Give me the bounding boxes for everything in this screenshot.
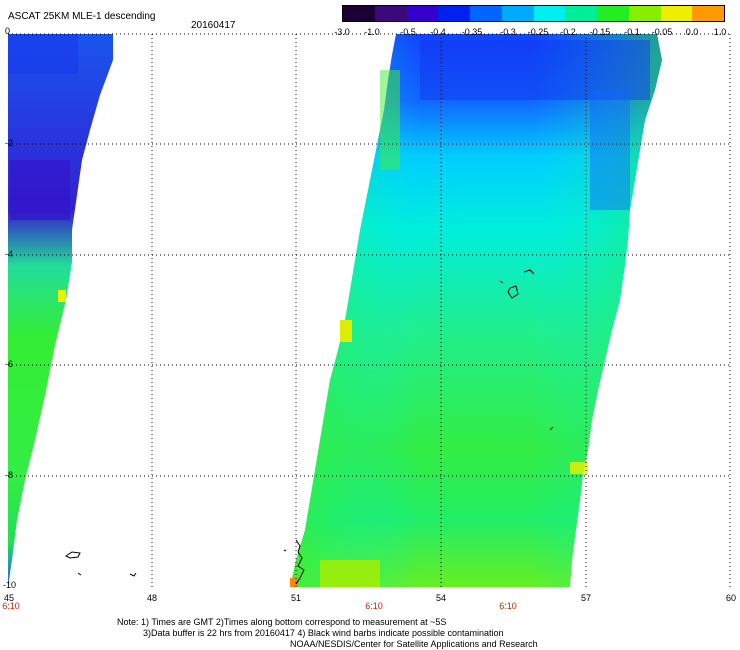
colorbar-label: -0.15 xyxy=(589,27,611,37)
colorbar-segment xyxy=(692,6,724,21)
colorbar-label: -0.5 xyxy=(400,27,416,37)
map-title: ASCAT 25KM MLE-1 descending xyxy=(8,11,156,22)
colorbar-segment xyxy=(597,6,629,21)
colorbar-segment xyxy=(470,6,502,21)
colorbar-label: -0.3 xyxy=(500,27,516,37)
map-date: 20160417 xyxy=(191,20,236,31)
colorbar-segment xyxy=(343,6,375,21)
colorbar-label: 1.0 xyxy=(713,27,727,37)
x-axis-label: 57 xyxy=(580,593,592,603)
x-axis-label: 45 xyxy=(3,593,15,603)
y-axis-label: -8 xyxy=(5,470,14,480)
colorbar-segment xyxy=(565,6,597,21)
colorbar-label: -0.2 xyxy=(560,27,576,37)
left-swath xyxy=(8,34,113,587)
colorbar-label: -3.0 xyxy=(334,27,350,37)
x-axis-label: 54 xyxy=(435,593,447,603)
colorbar-segment xyxy=(374,6,407,21)
y-axis-label: -2 xyxy=(5,138,14,148)
colorbar-label: -0.35 xyxy=(461,27,483,37)
x-axis-label: 48 xyxy=(146,593,158,603)
colorbar-label: -0.25 xyxy=(527,27,549,37)
footer-note-3: NOAA/NESDIS/Center for Satellite Applica… xyxy=(290,639,538,649)
footer-note-1: Note: 1) Times are GMT 2)Times along bot… xyxy=(117,617,447,627)
time-label: 6:10 xyxy=(365,601,383,611)
footer-note-2: 3)Data buffer is 22 hrs from 20160417 4)… xyxy=(143,628,504,638)
colorbar-label: -0.4 xyxy=(430,27,446,37)
time-label: 6:10 xyxy=(2,601,20,611)
coastlines xyxy=(65,269,554,585)
y-axis-label: -6 xyxy=(5,359,14,369)
colorbar-label: -0.1 xyxy=(624,27,640,37)
colorbar-segment xyxy=(406,6,439,21)
colorbar-segment xyxy=(628,6,661,21)
right-swath xyxy=(290,34,662,587)
colorbar-label: -0.05 xyxy=(651,27,673,37)
colorbar-label: -1.0 xyxy=(364,27,380,37)
colorbar-label: 0.0 xyxy=(685,27,699,37)
colorbar-segment xyxy=(533,6,566,21)
x-axis-label: 51 xyxy=(290,593,302,603)
colorbar-segment xyxy=(438,6,470,21)
colorbar-segment xyxy=(501,6,534,21)
time-label: 6:10 xyxy=(499,601,517,611)
colorbar-segment xyxy=(660,6,693,21)
grid-lines xyxy=(8,33,731,587)
x-axis-label: 60 xyxy=(725,593,737,603)
y-axis-label: -4 xyxy=(5,249,14,259)
colorbar xyxy=(342,5,725,22)
y-axis-label: -10 xyxy=(3,580,17,590)
y-axis-label: 0 xyxy=(5,26,11,36)
